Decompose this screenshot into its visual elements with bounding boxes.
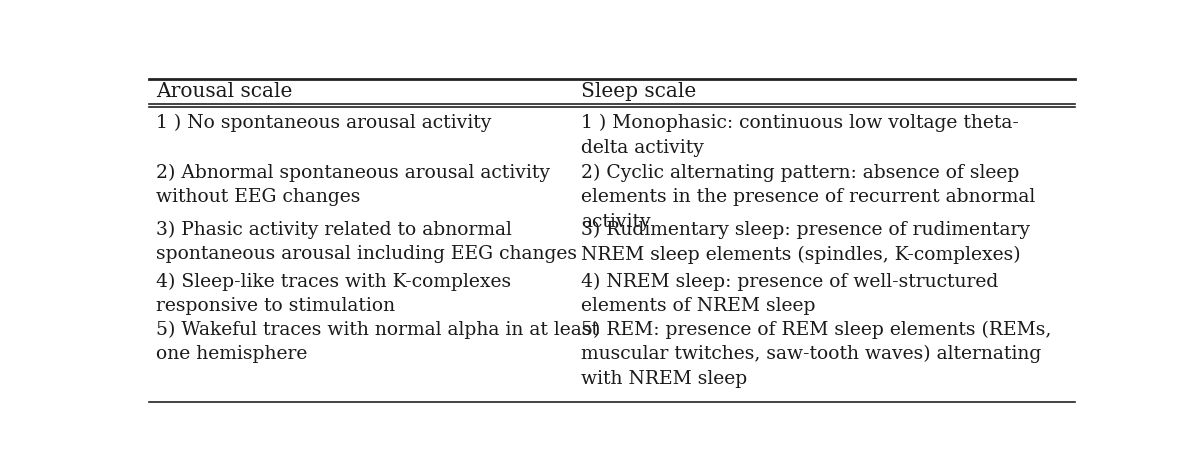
Text: Arousal scale: Arousal scale (155, 81, 293, 101)
Text: 2) Cyclic alternating pattern: absence of sleep
elements in the presence of recu: 2) Cyclic alternating pattern: absence o… (581, 164, 1035, 231)
Text: 4) Sleep-like traces with K-complexes
responsive to stimulation: 4) Sleep-like traces with K-complexes re… (155, 273, 511, 315)
Text: 3) Phasic activity related to abnormal
spontaneous arousal including EEG changes: 3) Phasic activity related to abnormal s… (155, 221, 577, 263)
Text: 3) Rudimentary sleep: presence of rudimentary
NREM sleep elements (spindles, K-c: 3) Rudimentary sleep: presence of rudime… (581, 221, 1030, 264)
Text: 5) Wakeful traces with normal alpha in at least
one hemisphere: 5) Wakeful traces with normal alpha in a… (155, 321, 598, 363)
Text: Sleep scale: Sleep scale (581, 81, 696, 101)
Text: 1 ) Monophasic: continuous low voltage theta-
delta activity: 1 ) Monophasic: continuous low voltage t… (581, 114, 1020, 157)
Text: 2) Abnormal spontaneous arousal activity
without EEG changes: 2) Abnormal spontaneous arousal activity… (155, 164, 549, 207)
Text: 4) NREM sleep: presence of well-structured
elements of NREM sleep: 4) NREM sleep: presence of well-structur… (581, 273, 998, 315)
Text: 1 ) No spontaneous arousal activity: 1 ) No spontaneous arousal activity (155, 114, 491, 133)
Text: 5) REM: presence of REM sleep elements (REMs,
muscular twitches, saw-tooth waves: 5) REM: presence of REM sleep elements (… (581, 321, 1052, 388)
